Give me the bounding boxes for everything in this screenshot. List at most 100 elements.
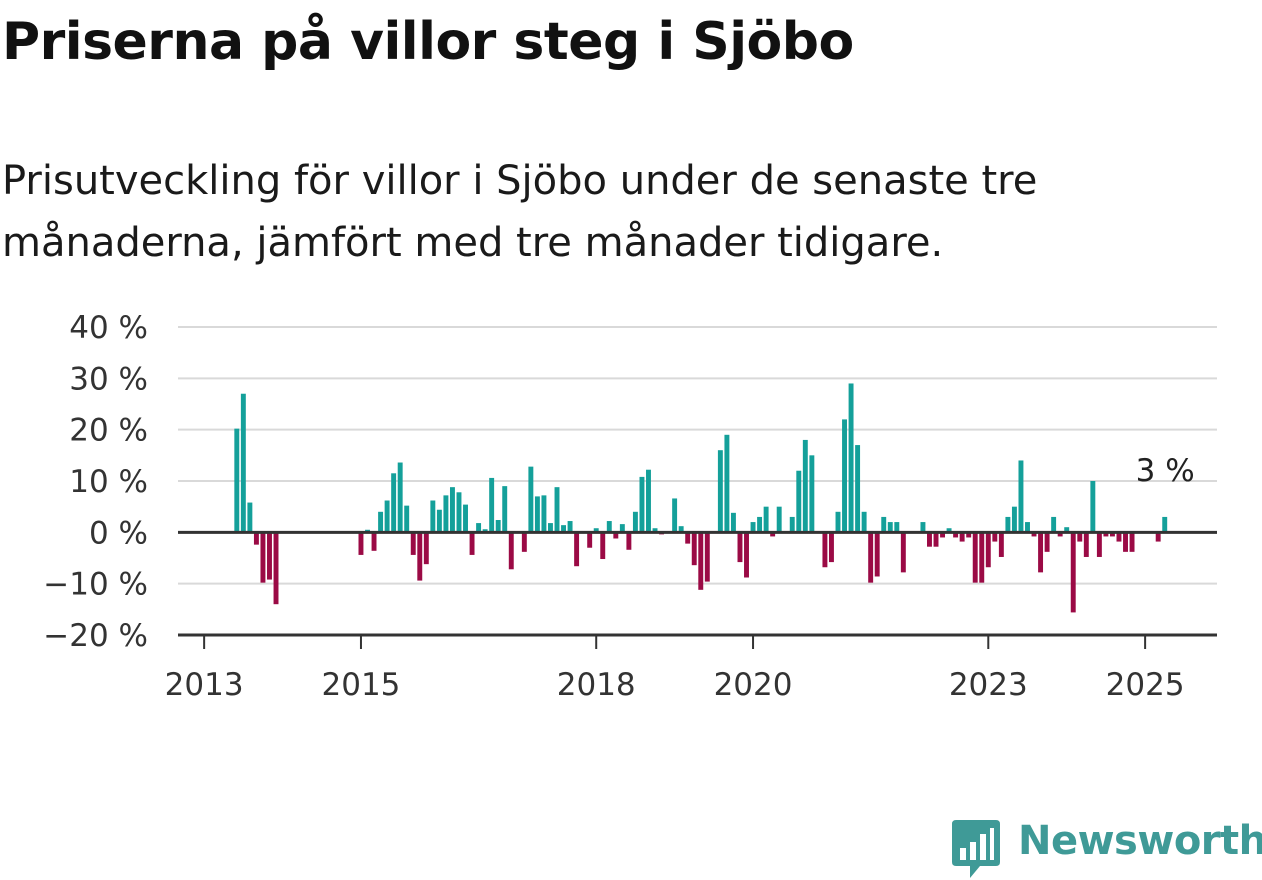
bar: [1096, 532, 1102, 557]
bar: [508, 532, 514, 570]
y-axis-labels: 40 % 30 % 20 % 10 % 0 % −10 % −20 %: [43, 310, 148, 654]
x-tick-label: 2015: [322, 667, 401, 703]
bar: [632, 511, 638, 533]
bar: [979, 532, 985, 583]
bar: [561, 525, 566, 533]
bar: [848, 383, 854, 533]
bar: [1051, 516, 1057, 533]
bar: [1083, 532, 1089, 557]
bar: [1031, 532, 1037, 537]
y-tick-label: 40 %: [69, 310, 148, 346]
bar: [391, 473, 397, 533]
grid-lines: [178, 326, 1217, 585]
bar: [737, 532, 743, 563]
bar: [1070, 532, 1076, 613]
bar: [724, 434, 730, 533]
bar: [776, 506, 782, 533]
bar: [267, 532, 272, 580]
bar: [1103, 532, 1109, 537]
bar: [548, 523, 553, 533]
bar: [358, 532, 364, 555]
bar: [606, 521, 612, 533]
bar: [717, 450, 723, 533]
y-tick-label: 0 %: [89, 515, 148, 551]
bar: [940, 532, 946, 538]
bar: [972, 532, 978, 583]
bar: [253, 532, 259, 545]
bar: [449, 487, 455, 533]
bar: [495, 520, 501, 533]
bar: [927, 532, 932, 547]
bar: [802, 439, 808, 533]
bar: [1129, 532, 1135, 552]
y-tick-label: 30 %: [69, 361, 148, 397]
bar: [234, 428, 240, 533]
bar: [828, 532, 834, 563]
bar: [750, 522, 756, 533]
bar: [260, 532, 266, 583]
bar: [1011, 506, 1017, 533]
bar: [894, 522, 900, 533]
annotations: 3 %: [1136, 453, 1195, 489]
bar: [1025, 522, 1030, 533]
bar: [1044, 532, 1050, 552]
bar: [436, 509, 442, 533]
bar: [1162, 516, 1168, 533]
chart-subtitle: Prisutveckling för villor i Sjöbo under …: [2, 158, 1038, 266]
bar: [1116, 532, 1122, 542]
bar: [757, 516, 763, 533]
bar: [966, 532, 972, 538]
bar: [410, 532, 416, 555]
bar: [985, 532, 991, 568]
bar: [247, 502, 253, 533]
bar: [463, 504, 468, 533]
bar: [456, 492, 462, 533]
bar: [1038, 532, 1044, 573]
bar: [593, 528, 599, 533]
bar: [378, 511, 384, 533]
bar: [613, 532, 619, 539]
bar: [1077, 532, 1083, 542]
x-tick-label: 2013: [165, 667, 244, 703]
bar: [626, 532, 632, 550]
bar: [476, 523, 482, 533]
bar: [1123, 532, 1128, 552]
y-tick-label: 10 %: [69, 464, 148, 500]
bar: [528, 466, 534, 533]
bar: [835, 511, 841, 533]
bar: [1109, 532, 1115, 537]
bars: [234, 383, 1168, 613]
bar: [567, 521, 573, 533]
bar: [678, 526, 684, 533]
bar: [744, 532, 749, 578]
bar: [796, 470, 802, 533]
x-axis-labels: 2013 2015 2018 2020 2023 2025: [165, 667, 1185, 703]
bar: [933, 532, 939, 547]
bar: [554, 487, 560, 533]
bar: [900, 532, 906, 573]
newsworthy-logo-icon: [952, 820, 1000, 878]
x-tick-label: 2020: [714, 667, 793, 703]
bar: [469, 532, 475, 555]
bar: [1005, 516, 1011, 533]
bar: [1155, 532, 1161, 542]
bar: [822, 532, 828, 568]
bar: [763, 506, 769, 533]
bar: [953, 532, 959, 538]
bar: [770, 532, 776, 537]
bar: [881, 516, 887, 533]
bar: [521, 532, 527, 552]
bar: [652, 528, 658, 533]
bar: [789, 516, 795, 533]
bar: [842, 419, 847, 533]
bar: [423, 532, 429, 565]
bar: [397, 462, 403, 533]
bar: [861, 511, 867, 533]
bar: [874, 532, 880, 577]
bar: [404, 505, 410, 533]
bar: [992, 532, 998, 542]
y-tick-label: −20 %: [43, 618, 148, 654]
y-tick-label: −10 %: [43, 567, 148, 603]
bar: [587, 532, 593, 548]
bar: [998, 532, 1004, 557]
